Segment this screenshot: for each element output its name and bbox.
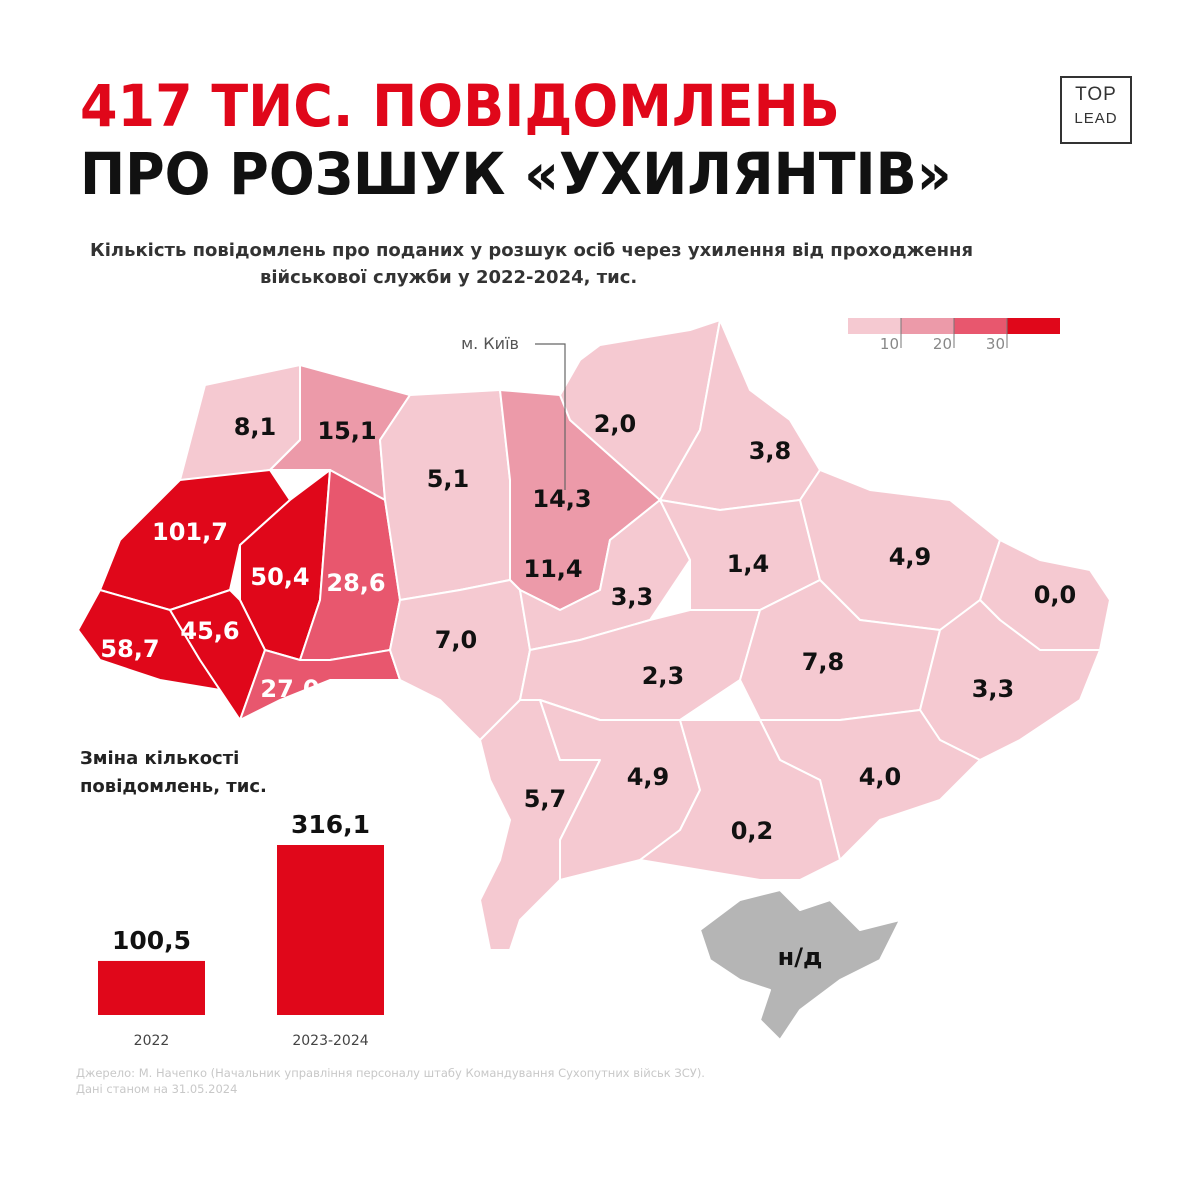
region-label-zhytomyr: 5,1 [427, 465, 470, 493]
subtitle-line-1: Кількість повідомлень про поданих у розш… [90, 240, 974, 261]
region-kherson [639, 719, 841, 881]
bar-chart-title-line-1: Зміна кількості [80, 748, 240, 769]
legend-bin-10-20 [901, 318, 954, 334]
region-label-zakarpattia: 58,7 [100, 635, 159, 663]
legend-bin-20-30 [954, 318, 1007, 334]
region-label-chernihiv: 2,0 [594, 410, 637, 438]
legend-tick-label: 30 [986, 335, 1005, 353]
region-label-kherson: 0,2 [731, 817, 774, 845]
top-lead-logo: TOP LEAD [1060, 76, 1132, 144]
region-label-cherkasy: 3,3 [611, 583, 654, 611]
region-label-poltava: 1,4 [727, 550, 770, 578]
logo-top: TOP [1075, 84, 1117, 105]
region-label-kirovohrad: 2,3 [642, 662, 685, 690]
region-label-vinnytsia: 7,0 [435, 626, 478, 654]
bar-2023-2024 [277, 845, 384, 1015]
region-label-kyiv-city: 14,3 [532, 485, 591, 513]
bar-chart: 100,5 2022 316,1 2023-2024 [98, 810, 384, 1049]
region-label-sumy: 3,8 [749, 437, 792, 465]
legend-tick-label: 10 [880, 335, 899, 353]
bar-value-label: 100,5 [112, 926, 191, 955]
region-label-chernivtsi: 27,0 [260, 675, 319, 703]
region-label-rivne: 15,1 [317, 417, 376, 445]
region-label-ternopil: 50,4 [250, 563, 309, 591]
bar-2022 [98, 960, 205, 1015]
legend: 10 20 30 [848, 318, 1060, 353]
source-text: Джерело: М. Начепко (Начальник управлінн… [76, 1066, 705, 1080]
region-label-donetsk: 3,3 [972, 675, 1015, 703]
subtitle-line-2: військової служби у 2022-2024, тис. [260, 267, 638, 288]
bar-value-label: 316,1 [291, 810, 370, 839]
region-label-zaporizhzhia: 4,0 [859, 763, 902, 791]
legend-bin-0-10 [848, 318, 901, 334]
date-note: Дані станом на 31.05.2024 [76, 1082, 238, 1096]
region-label-lviv: 101,7 [152, 518, 228, 546]
region-label-volyn: 8,1 [234, 413, 277, 441]
kyiv-callout: м. Київ [461, 334, 566, 490]
legend-bin-30-plus [1007, 318, 1060, 334]
region-label-crimea: н/д [778, 943, 823, 971]
region-label-mykolaiv: 4,9 [627, 763, 670, 791]
region-crimea [699, 889, 901, 1041]
region-mykolaiv [539, 699, 701, 881]
region-label-ivano-frankivsk: 45,6 [180, 617, 239, 645]
region-label-kyiv-oblast: 11,4 [523, 555, 582, 583]
region-label-luhansk: 0,0 [1034, 581, 1077, 609]
logo-bottom: LEAD [1074, 110, 1118, 127]
region-label-khmelnytskyi: 28,6 [326, 569, 385, 597]
region-label-kharkiv: 4,9 [889, 543, 932, 571]
title-line-1: 417 ТИС. ПОВІДОМЛЕНЬ [80, 72, 840, 140]
bar-category-label: 2023-2024 [292, 1033, 368, 1049]
region-zhytomyr [379, 389, 511, 601]
kyiv-callout-label: м. Київ [461, 334, 519, 353]
bar-chart-title-line-2: повідомлень, тис. [80, 776, 267, 797]
legend-tick-label: 20 [933, 335, 952, 353]
region-label-dnipro: 7,8 [802, 648, 845, 676]
bar-category-label: 2022 [134, 1033, 170, 1049]
region-label-odesa: 5,7 [524, 785, 567, 813]
subtitle: Кількість повідомлень про поданих у розш… [80, 237, 1120, 291]
bar-chart-title: Зміна кількості повідомлень, тис. [80, 745, 267, 801]
title-line-2: ПРО РОЗШУК «УХИЛЯНТІВ» [80, 140, 952, 208]
kyiv-callout-line [535, 343, 566, 490]
source-note: Джерело: М. Начепко (Начальник управлінн… [76, 1065, 705, 1097]
